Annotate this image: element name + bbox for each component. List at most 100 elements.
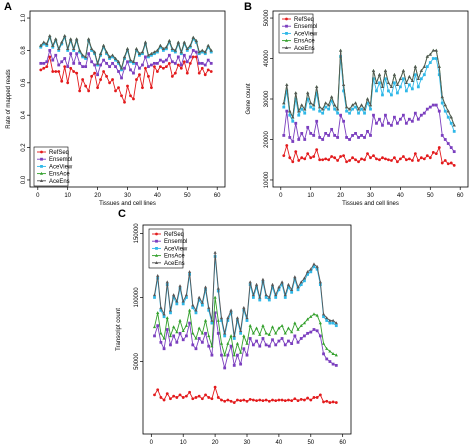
- panel-c-series-aceens-point: [194, 308, 198, 312]
- panel-b-series-aceview-point: [345, 109, 348, 113]
- panel-c-series-refseq-point: [264, 398, 268, 402]
- panel-c-series-aceview-point: [277, 288, 281, 292]
- panel-c-x-tick-label: 40: [276, 440, 283, 446]
- panel-c-series-refseq-point: [207, 396, 211, 399]
- panel-b-series-aceview-point: [333, 107, 337, 111]
- panel-b-series-refseq-point: [288, 156, 292, 160]
- panel-c-series-aceview-point: [178, 287, 182, 290]
- panel-b-series-refseq-point: [345, 160, 348, 164]
- panel-a-series-ensembl-point: [105, 61, 108, 65]
- panel-a-series-ensembl-point: [203, 63, 207, 67]
- panel-c-series-aceview-point: [303, 279, 306, 283]
- panel-a-series-ensembl-point: [206, 58, 210, 62]
- panel-c-series-ensembl-point: [325, 357, 329, 361]
- panel-a-x-tick-label: 40: [154, 193, 161, 199]
- panel-c-series-ensace-point: [239, 350, 243, 354]
- panel-c-series-ensembl-point: [274, 343, 278, 347]
- panel-b-series-aceview-point: [443, 109, 447, 113]
- panel-c-series-ensembl-point: [213, 311, 217, 315]
- panel-c-series-aceens-point: [331, 318, 335, 322]
- panel-a-series-ensembl-point: [111, 61, 114, 65]
- panel-c-series-ensace-point: [270, 325, 275, 329]
- panel-b-series-ensembl-point: [333, 134, 337, 137]
- panel-a-series-refseq-point: [173, 71, 177, 75]
- panel-c-series-refseq-point: [251, 398, 255, 402]
- panel-c-series-aceview-point: [172, 296, 176, 299]
- panel-b-series-aceview-point: [297, 113, 301, 117]
- panel-c-series-aceens-point: [178, 284, 182, 288]
- panel-c-series-aceens-point: [156, 273, 160, 277]
- panel-b-series-aceview-point: [396, 91, 399, 95]
- panel-c-series-aceens-point: [315, 264, 319, 268]
- panel-c-series-aceview-point: [258, 298, 262, 302]
- panel-a-series-refseq-point: [48, 55, 52, 59]
- panel-c-series-aceview-point: [280, 283, 284, 287]
- panel-c-series-refseq-point: [229, 399, 233, 403]
- panel-c-series-ensembl-point: [169, 343, 172, 347]
- panel-c-series-ensembl-point: [239, 362, 243, 366]
- panel-c-series-aceens-point: [216, 286, 220, 290]
- panel-b-series-ensembl-point: [285, 109, 289, 113]
- panel-b-series-aceens-point: [318, 105, 322, 109]
- panel-a-series-ensembl-point: [78, 61, 82, 65]
- panel-a-series-refseq-point: [78, 89, 82, 93]
- panel-a-series-refseq-point: [182, 60, 186, 64]
- panel-c-series-refseq-point: [185, 394, 188, 398]
- panel-c-series-aceens-point: [286, 282, 291, 286]
- panel-a-series-aceview-point: [197, 52, 201, 56]
- panel-a-series-refseq-point: [132, 97, 135, 101]
- panel-c-series-aceview-point: [255, 285, 258, 289]
- panel-c-series-aceens-point: [274, 293, 278, 297]
- panel-a-series-ensembl-point: [120, 76, 123, 80]
- panel-a-y-tick-label: 0.4: [21, 110, 27, 119]
- panel-b-series-aceview-point: [330, 99, 334, 103]
- panel-a-series-refseq-point: [114, 89, 117, 93]
- panel-b-legend-label: RefSeq: [294, 17, 314, 23]
- panel-a-series-refseq-point: [123, 100, 126, 104]
- panel-a-series-refseq-point: [150, 86, 153, 90]
- panel-b-series-aceens-point: [300, 103, 304, 107]
- panel-a-series-ensembl-point: [144, 55, 147, 59]
- panel-b-series-ensembl-point: [291, 140, 295, 143]
- panel-c-series-ensace-point: [261, 323, 265, 327]
- panel-c-series-aceens-point: [232, 334, 236, 338]
- panel-a-series-refseq-point: [87, 89, 91, 93]
- panel-c-series-refseq-point: [280, 398, 284, 402]
- panel-c-series-aceens-point: [184, 293, 189, 297]
- panel-b-series-aceview-point: [342, 89, 345, 93]
- panel-c-series-aceview-point: [210, 321, 214, 325]
- panel-b-series-refseq-point: [327, 158, 331, 162]
- panel-b-series-ensembl-point: [404, 121, 408, 125]
- panel-c-series-refseq-point: [277, 398, 281, 402]
- panel-a-series-refseq-point: [203, 73, 207, 77]
- panel-a-y-tick-label: 0.2: [21, 143, 27, 152]
- panel-b-series-ensembl-point: [342, 119, 345, 123]
- panel-c-series-ensembl-point: [172, 334, 176, 338]
- panel-b-series-aceens-point: [407, 75, 411, 78]
- panel-c-legend-swatch-marker: [155, 247, 158, 250]
- panel-a-series-ensembl-point: [150, 63, 153, 67]
- panel-c-x-tick-label: 30: [244, 440, 251, 446]
- panel-a-series-aceens-point: [143, 40, 148, 44]
- panel-c-series-ensembl-point: [267, 344, 271, 348]
- panel-b-series-aceview-point: [416, 85, 420, 89]
- panel-b-series-refseq-point: [351, 156, 354, 160]
- panel-b-series-aceview-point: [327, 107, 331, 111]
- panel-b-series-aceens-point: [380, 85, 385, 89]
- panel-c-series-ensembl-point: [258, 344, 262, 348]
- panel-a-series-refseq-point: [176, 63, 180, 67]
- panel-b-series-ensembl-point: [330, 127, 334, 131]
- panel-b-series-aceview-point: [357, 111, 360, 115]
- panel-b-series-refseq-point: [342, 154, 345, 158]
- panel-a-y-tick-label: 0.6: [21, 78, 27, 87]
- panel-c-series-refseq-point: [204, 393, 207, 397]
- panel-c-series-ensace-line: [154, 297, 337, 357]
- panel-c-series-ensembl-point: [188, 321, 191, 325]
- panel-c-series-ensembl-point: [328, 360, 332, 363]
- panel-a-series-aceview-point: [39, 45, 43, 49]
- panel-c-series-refseq-point: [220, 398, 223, 402]
- panel-c-series-ensembl-point: [229, 344, 233, 348]
- panel-c-series-aceens-point: [251, 293, 255, 297]
- panel-c-series-aceens-point: [325, 316, 329, 320]
- panel-b-series-ensembl-point: [366, 129, 369, 133]
